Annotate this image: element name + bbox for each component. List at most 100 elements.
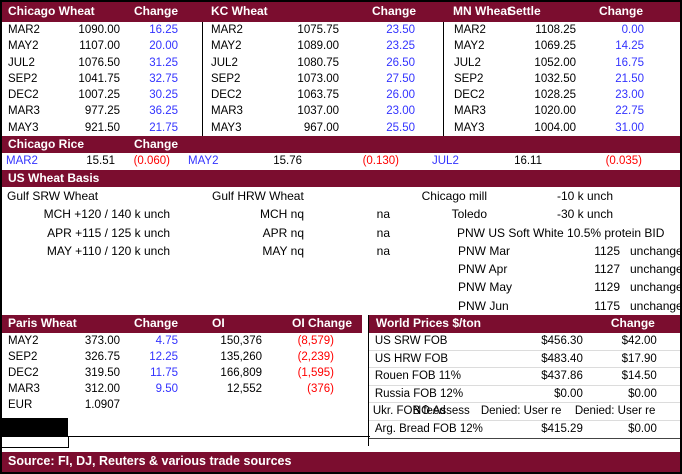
change-cell: 32.75 — [149, 72, 178, 85]
contract-cell: MAY3 — [211, 121, 242, 134]
spacer — [399, 153, 432, 170]
world-header-band: World Prices $/ton Change — [368, 315, 680, 333]
table-row: Rouen FOB 11% $437.86 $14.50 — [368, 368, 680, 386]
settle-cell: 1032.50 — [534, 72, 576, 85]
kc-change-header: Change — [371, 4, 416, 18]
change-cell: 30.25 — [149, 89, 178, 102]
price-cell: 921.50 — [84, 121, 120, 134]
table-row: SEP2 326.75 12.25 135,260 (2,239) — [2, 349, 368, 365]
gulf-srw-label: Gulf SRW Wheat — [7, 189, 99, 203]
table-row: MAY2 1069.25 14.25 — [444, 38, 680, 54]
eur-value: 1.0907 — [84, 399, 120, 411]
change-cell: $42.00 — [621, 335, 657, 347]
contract-cell: MAR3 — [8, 105, 40, 118]
basis-header-band: US Wheat Basis — [2, 170, 680, 187]
contract-cell: MAR3 — [211, 105, 243, 118]
contract-cell: MAY2 — [188, 155, 219, 167]
change-cell: 23.25 — [386, 40, 415, 53]
price-cell: 312.00 — [84, 383, 120, 395]
change-cell: 31.25 — [149, 56, 178, 69]
contract-cell: SEP2 — [8, 351, 38, 363]
contract-cell: JUL2 — [8, 56, 35, 69]
spacer — [2, 446, 680, 452]
na-cell: na — [376, 225, 390, 240]
change-cell: 16.75 — [615, 56, 644, 69]
panel-border — [2, 436, 370, 437]
price-cell: 1073.00 — [297, 72, 339, 85]
paris-header-band: Paris Wheat Change OI OI Change — [2, 315, 362, 333]
price-cell: 16.11 — [514, 155, 542, 167]
change-cell: $14.50 — [621, 370, 657, 382]
rice-row: MAR2 15.51 (0.060) MAY2 15.76 (0.130) JU… — [2, 153, 680, 170]
oi-change-cell: (2,239) — [297, 351, 334, 363]
contract-cell: DEC2 — [8, 367, 39, 379]
settle-cell: 1028.25 — [534, 89, 576, 102]
contract-cell: MAR2 — [454, 24, 486, 36]
table-row: MAR3 1037.00 23.00 — [203, 103, 444, 119]
contract-cell: MAY2 — [454, 40, 485, 53]
price-cell: 1037.00 — [297, 105, 339, 118]
oi-change-cell: (8,579) — [297, 335, 334, 347]
price-cell: 1007.25 — [78, 89, 120, 102]
srw-basis-cell: MAY +110 / 120 k unch — [46, 243, 170, 258]
contract-cell: MAR2 — [211, 24, 243, 36]
paris-oi-header: OI — [212, 316, 225, 330]
basis-row: PNW May 1129 unchanged — [2, 278, 680, 296]
table-row: MAR2 1075.75 23.50 — [203, 22, 444, 38]
price-cell: 1076.50 — [78, 56, 120, 69]
price-cell: $483.40 — [541, 352, 583, 365]
contract-cell: MAY2 — [8, 335, 39, 347]
change-cell: 16.25 — [149, 24, 178, 36]
table-row: SEP2 1073.00 27.50 — [203, 71, 444, 87]
price-cell: 977.25 — [84, 105, 120, 118]
basis-row: Gulf SRW Wheat Gulf HRW Wheat Chicago mi… — [2, 187, 680, 205]
price-cell: $415.29 — [541, 422, 583, 435]
oi-cell: 12,552 — [226, 383, 262, 395]
ukr-denied-2: Denied: User re — [574, 405, 656, 417]
settle-cell: 1004.00 — [534, 121, 576, 134]
change-cell: 36.25 — [149, 105, 178, 118]
gulf-hrw-label: Gulf HRW Wheat — [212, 189, 304, 203]
price-cell: 326.75 — [84, 351, 120, 363]
change-cell: 14.25 — [615, 40, 644, 53]
mn-wheat-title: MN Wheat — [453, 4, 511, 18]
contract-cell: DEC2 — [211, 89, 242, 102]
market-cell: US SRW FOB — [374, 335, 448, 347]
price-cell: $437.86 — [541, 370, 583, 382]
price-cell: 1080.75 — [297, 56, 339, 69]
chicago-wheat-title: Chicago Wheat — [8, 4, 95, 18]
change-cell: 26.00 — [386, 89, 415, 102]
world-rows: US SRW FOB $456.30 $42.00 US HRW FOB $483.4… — [368, 333, 680, 439]
price-cell: 373.00 — [84, 335, 120, 347]
price-cell: 1041.75 — [78, 72, 120, 85]
pnw-month-label: PNW Jun — [458, 298, 509, 313]
oi-cell: 150,376 — [220, 335, 262, 347]
pnw-value: 1175 — [594, 298, 620, 313]
price-cell: 15.76 — [273, 155, 302, 167]
world-change-header: Change — [610, 316, 655, 330]
basis-section: Gulf SRW Wheat Gulf HRW Wheat Chicago mi… — [2, 187, 680, 315]
change-cell: (0.060) — [133, 155, 170, 167]
futures-section: MAR2 1090.00 16.25 MAY2 1107.00 20.00 JUL2 10… — [2, 22, 680, 136]
mn-settle-header: Settle — [508, 4, 541, 18]
table-row: SEP2 1032.50 21.50 — [444, 71, 680, 87]
table-row: MAY2 1089.00 23.25 — [203, 38, 444, 54]
change-cell: $17.90 — [621, 352, 657, 365]
rice-change-header: Change — [133, 137, 178, 151]
pnw-month-label: PNW Mar — [458, 243, 510, 258]
price-cell: 1090.00 — [78, 24, 120, 36]
table-row: MAR2 1108.25 0.00 — [444, 22, 680, 38]
pnw-value: 1129 — [594, 280, 620, 295]
ukr-no-assess: NO Assess — [412, 405, 470, 417]
change-cell: 21.50 — [615, 72, 644, 85]
pnw-status: unchanged — [630, 243, 680, 258]
change-cell: 20.00 — [149, 40, 178, 53]
table-row: DEC2 319.50 11.75 166,809 (1,595) — [2, 365, 368, 381]
table-row: JUL2 1052.00 16.75 — [444, 55, 680, 71]
change-cell: 22.75 — [615, 105, 644, 118]
toledo-value: -30 k unch — [557, 207, 614, 222]
rice-title: Chicago Rice — [8, 137, 85, 151]
contract-cell: MAY2 — [211, 40, 242, 53]
market-cell: Russia FOB 12% — [374, 387, 464, 400]
